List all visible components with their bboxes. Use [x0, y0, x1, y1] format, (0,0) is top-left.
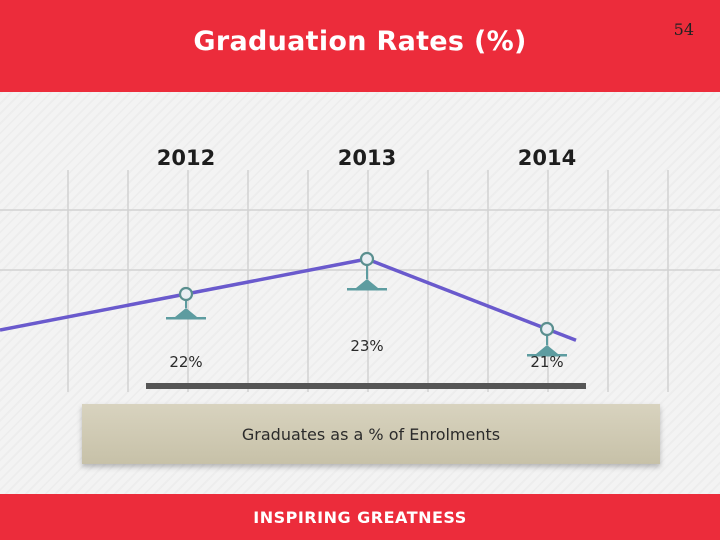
- data-point: [359, 251, 375, 267]
- data-point: [178, 286, 194, 302]
- support-triangle: [175, 308, 197, 317]
- support-triangle: [356, 279, 378, 288]
- data-label: 23%: [350, 337, 383, 355]
- caption-box: Graduates as a % of Enrolments: [82, 404, 660, 464]
- slide-title: Graduation Rates (%): [193, 26, 527, 57]
- support-base: [166, 317, 206, 320]
- chart-area: 2012 22% 2013 23% 2014 21% Graduates as a % o…: [0, 92, 720, 494]
- support-triangle: [536, 345, 558, 354]
- data-label: 21%: [530, 353, 563, 371]
- footer-text: INSPIRING GREATNESS: [253, 507, 467, 527]
- slide-footer: INSPIRING GREATNESS: [0, 494, 720, 540]
- caption-text: Graduates as a % of Enrolments: [241, 424, 501, 444]
- year-label: 2012: [157, 146, 215, 170]
- year-label: 2013: [338, 146, 396, 170]
- chart-baseline: [146, 383, 586, 389]
- year-label: 2014: [518, 146, 576, 170]
- page-number: 54: [673, 20, 694, 39]
- slide-header: Graduation Rates (%) 54: [0, 0, 720, 92]
- support-base: [347, 288, 387, 291]
- support-base: [527, 354, 567, 357]
- data-point: [539, 321, 555, 337]
- line-chart: 2012 22% 2013 23% 2014 21%: [0, 146, 720, 392]
- data-label: 22%: [169, 353, 202, 371]
- series-line: [0, 257, 577, 342]
